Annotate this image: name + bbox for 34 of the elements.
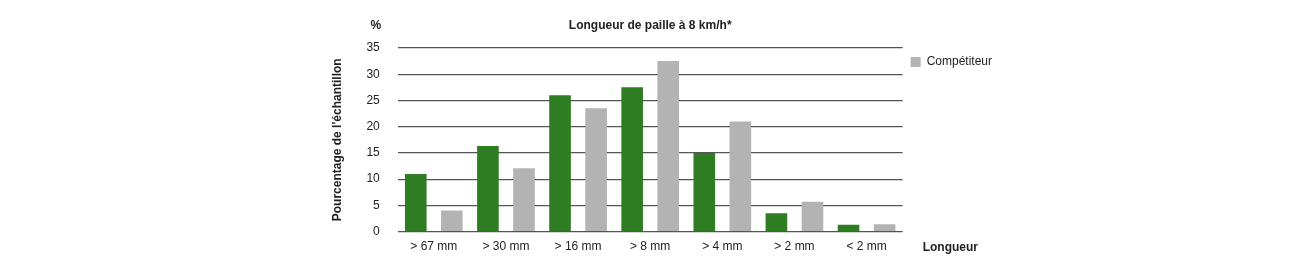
bar: [837, 224, 860, 231]
bar: [729, 121, 752, 231]
y-tick-label: 30: [366, 66, 381, 81]
x-tick-label: > 30 mm: [482, 239, 530, 254]
x-tick-label: > 4 mm: [702, 239, 743, 254]
bar: [873, 224, 896, 231]
bar: [585, 108, 607, 231]
x-tick-label: > 67 mm: [410, 239, 458, 254]
x-tick-label: < 2 mm: [846, 239, 887, 254]
x-tick-label: > 8 mm: [630, 239, 671, 254]
legend-label: Compétiteur: [926, 54, 993, 69]
bar: [657, 61, 680, 231]
x-axis-title: Longueur: [922, 239, 979, 254]
y-tick-label: 10: [366, 171, 381, 186]
x-tick-label: > 2 mm: [774, 239, 815, 254]
bar: [477, 146, 499, 231]
bar: [621, 87, 643, 231]
bar: [513, 168, 535, 231]
y-tick-label: 15: [366, 145, 381, 160]
bar: [441, 210, 463, 231]
bar: [765, 213, 788, 231]
text: %: [370, 18, 382, 33]
y-tick-label: 35: [366, 40, 381, 55]
y-tick-label: 25: [366, 92, 381, 107]
bar: [549, 95, 571, 231]
chart-title: Longueur de paille à 8 km/h*: [568, 18, 732, 33]
y-tick-label: 0: [373, 223, 381, 238]
y-tick-label: 5: [373, 197, 381, 212]
bar: [404, 173, 427, 231]
x-tick-label: > 16 mm: [554, 239, 602, 254]
bar: [801, 201, 824, 231]
y-tick-label: 20: [366, 119, 381, 133]
bar: [693, 152, 716, 231]
y-axis-title: Pourcentage de l'échantillon: [329, 58, 344, 222]
